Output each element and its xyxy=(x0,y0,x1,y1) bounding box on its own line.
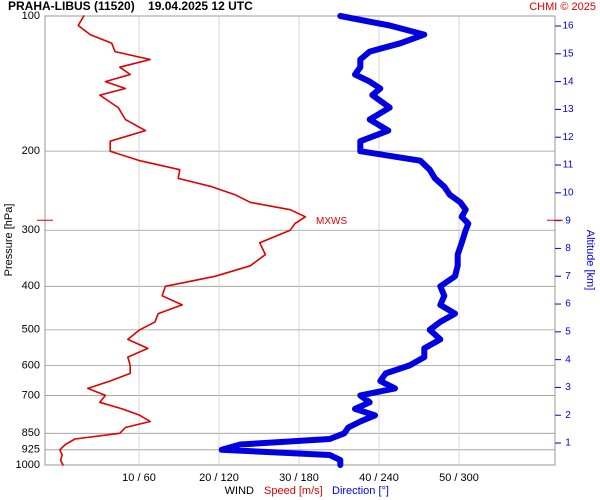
y-axis-label: Pressure [hPa] xyxy=(3,204,15,277)
y2-tick-label: 9 xyxy=(565,215,571,226)
x-tick-label: 20 / 120 xyxy=(199,472,239,484)
y2-tick-label: 3 xyxy=(565,382,571,393)
y2-tick-label: 12 xyxy=(562,132,574,143)
y2-tick-label: 10 xyxy=(562,187,574,198)
y-tick-label: 400 xyxy=(22,280,40,292)
speed-line xyxy=(59,15,307,466)
y-tick-label: 850 xyxy=(22,427,40,439)
y-tick-label: 600 xyxy=(22,359,40,371)
x-tick-label: 10 / 60 xyxy=(122,472,156,484)
y2-tick-label: 5 xyxy=(565,326,571,337)
y2-tick-label: 7 xyxy=(565,271,571,282)
y2-tick-label: 1 xyxy=(565,438,571,449)
legend-direction: Direction [°] xyxy=(332,485,389,497)
y-tick-label: 1000 xyxy=(16,459,40,471)
y2-tick-label: 14 xyxy=(562,76,574,87)
y-tick-label: 700 xyxy=(22,389,40,401)
y2-tick-label: 6 xyxy=(565,299,571,310)
y2-tick-label: 4 xyxy=(565,354,571,365)
x-axis-label: WIND xyxy=(225,485,254,497)
y-tick-label: 100 xyxy=(22,10,40,22)
plot-frame xyxy=(44,15,556,466)
x-tick-label: 30 / 180 xyxy=(279,472,319,484)
x-tick-label: 50 / 300 xyxy=(439,472,479,484)
chart-title: PRAHA-LIBUS (11520) 19.04.2025 12 UTC xyxy=(8,0,253,13)
x-tick-label: 40 / 240 xyxy=(359,472,399,484)
y2-tick-label: 8 xyxy=(565,243,571,254)
credit: CHMI © 2025 xyxy=(529,1,596,13)
y2-tick-label: 11 xyxy=(563,160,574,171)
y-tick-label: 500 xyxy=(22,324,40,336)
y2-tick-label: 16 xyxy=(562,21,574,32)
mxws-label: MXWS xyxy=(316,216,347,227)
y-tick-label: 925 xyxy=(22,444,40,456)
direction-line xyxy=(218,13,472,468)
y-tick-label: 300 xyxy=(22,224,40,236)
y2-tick-label: 2 xyxy=(565,410,571,421)
legend-speed: Speed [m/s] xyxy=(264,485,323,497)
y2-tick-label: 15 xyxy=(562,48,574,59)
y2-axis-label: Altitude [km] xyxy=(584,230,596,291)
y-tick-label: 200 xyxy=(22,145,40,157)
y2-tick-label: 13 xyxy=(562,104,574,115)
